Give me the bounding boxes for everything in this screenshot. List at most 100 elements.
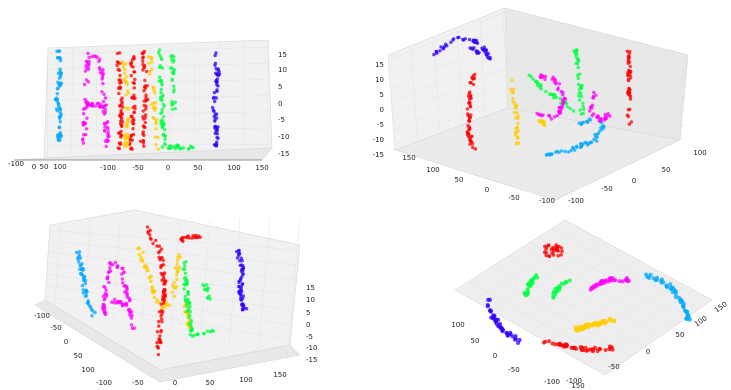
data-point — [141, 59, 145, 63]
data-point — [544, 89, 548, 94]
data-point — [161, 115, 166, 119]
data-point — [88, 103, 93, 107]
data-point — [586, 325, 591, 330]
data-point — [154, 118, 159, 122]
data-point — [184, 299, 188, 303]
data-point — [509, 87, 513, 92]
data-point — [457, 35, 461, 40]
data-point — [571, 345, 576, 350]
data-point — [118, 85, 122, 90]
data-point — [143, 84, 147, 88]
data-point — [124, 122, 129, 127]
data-point — [159, 87, 163, 92]
grid-line — [257, 217, 271, 355]
tick-label: 50 — [471, 337, 480, 345]
tick-label: 50 — [455, 176, 464, 184]
data-point — [159, 97, 163, 102]
data-point — [122, 71, 127, 76]
data-point — [157, 75, 162, 79]
data-point — [141, 56, 145, 60]
data-point — [155, 244, 159, 248]
data-point — [187, 313, 192, 317]
data-point — [151, 116, 155, 120]
data-point — [163, 137, 167, 141]
data-point — [183, 267, 187, 271]
data-point — [235, 256, 240, 260]
data-point — [126, 141, 130, 145]
data-point — [610, 347, 615, 352]
data-point — [168, 144, 173, 148]
grid-line — [388, 11, 506, 61]
data-point — [154, 121, 158, 126]
pane-back — [43, 39, 273, 159]
data-point — [215, 77, 219, 81]
data-point — [565, 105, 569, 109]
data-point — [213, 61, 218, 65]
data-point — [205, 283, 209, 287]
data-point — [87, 55, 91, 60]
data-point — [468, 139, 473, 143]
tick-label: 15 — [375, 61, 384, 69]
data-point — [601, 281, 606, 286]
data-point — [125, 287, 129, 291]
data-point — [107, 269, 112, 274]
data-point — [522, 290, 527, 295]
grid-line — [169, 43, 171, 152]
tick-label: 0 — [380, 106, 384, 114]
data-point — [106, 139, 110, 143]
data-point — [578, 72, 582, 76]
data-point — [58, 59, 63, 63]
data-point — [144, 69, 149, 74]
data-point — [550, 341, 555, 346]
data-point — [143, 113, 148, 117]
data-point — [597, 281, 602, 286]
data-point — [172, 55, 176, 59]
grid-line — [529, 259, 639, 333]
data-point — [442, 44, 447, 49]
data-point — [126, 119, 130, 124]
tick-label: -100 — [8, 160, 24, 168]
data-point — [477, 51, 481, 55]
data-point — [562, 344, 567, 349]
data-point — [213, 112, 217, 117]
tick-label: -5 — [306, 333, 313, 341]
tick-label: 0 — [485, 186, 489, 194]
grid-line — [479, 18, 486, 117]
data-point — [466, 112, 470, 116]
data-point — [157, 319, 161, 324]
data-point — [186, 147, 191, 151]
data-point — [139, 255, 143, 259]
data-point — [176, 255, 180, 260]
data-point — [237, 253, 241, 257]
data-point — [129, 133, 134, 138]
data-point — [123, 79, 128, 83]
data-point — [626, 77, 631, 82]
data-point — [241, 266, 246, 270]
data-point — [608, 114, 612, 118]
data-point — [146, 229, 151, 234]
data-point — [183, 271, 188, 275]
data-point — [141, 132, 145, 136]
data-point — [215, 140, 219, 144]
tick-label: 10 — [306, 296, 315, 304]
tick-label: 100 — [451, 321, 464, 329]
data-point — [172, 294, 176, 298]
tick-label: -10 — [278, 133, 289, 141]
data-point — [130, 96, 134, 100]
data-point — [626, 61, 630, 65]
data-point — [563, 97, 567, 101]
data-point — [554, 81, 558, 85]
data-point — [608, 276, 613, 281]
data-point — [241, 272, 245, 276]
data-point — [84, 127, 89, 131]
data-point — [81, 291, 86, 295]
data-point — [627, 55, 631, 59]
data-point — [513, 336, 518, 341]
data-point — [159, 56, 163, 60]
data-point — [142, 89, 146, 93]
data-point — [148, 233, 152, 237]
data-point — [588, 109, 592, 113]
data-point — [214, 144, 218, 148]
data-point — [628, 97, 633, 101]
